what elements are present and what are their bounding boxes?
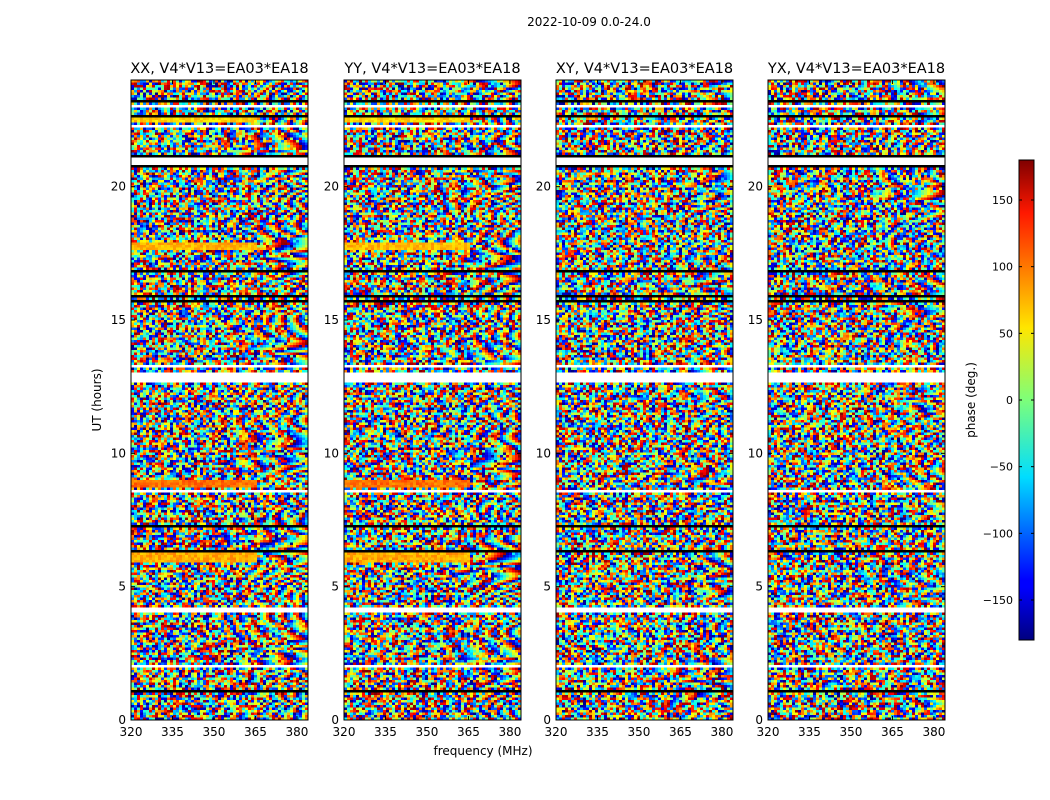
x-tick-label: 335 <box>586 725 609 739</box>
colorbar-tick-label: −50 <box>990 461 1013 474</box>
y-tick-label: 10 <box>536 446 551 460</box>
panel-title: XY, V4*V13=EA03*EA18 <box>556 61 733 77</box>
panel-yy: YY, V4*V13=EA03*EA18 320 335 350 365 380 0 5 10 1… <box>324 61 522 739</box>
colorbar-tick-label: 150 <box>992 194 1013 207</box>
colorbar-ticks: 150 100 50 0 −50 −100 −150 <box>983 194 1034 607</box>
y-tick-label: 0 <box>331 713 339 727</box>
x-tick-label: 320 <box>120 725 143 739</box>
colorbar-label: phase (deg.) <box>964 362 978 438</box>
x-tick-label: 335 <box>161 725 184 739</box>
phase-waterfall-image <box>344 80 521 720</box>
y-tick-label: 15 <box>324 313 339 327</box>
x-axis-label: frequency (MHz) <box>433 744 532 758</box>
panel-title: YX, V4*V13=EA03*EA18 <box>767 61 945 77</box>
y-tick-label: 0 <box>118 713 126 727</box>
colorbar-tick-label: 0 <box>1006 394 1013 407</box>
x-tick-label: 350 <box>203 725 226 739</box>
panel-title: YY, V4*V13=EA03*EA18 <box>343 61 520 77</box>
panel-frame <box>343 79 522 721</box>
x-tick-label: 350 <box>416 725 439 739</box>
panel-frame <box>767 79 946 721</box>
x-tick-label: 335 <box>798 725 821 739</box>
y-tick-label: 5 <box>118 580 126 594</box>
y-tick-label: 20 <box>111 180 126 194</box>
y-tick-label: 10 <box>111 446 126 460</box>
figure-suptitle: 2022-10-09 0.0-24.0 <box>527 15 651 29</box>
y-tick-label: 15 <box>111 313 126 327</box>
phase-waterfall-image <box>556 80 733 720</box>
x-tick-label: 350 <box>840 725 863 739</box>
x-tick-label: 320 <box>333 725 356 739</box>
phase-waterfall-image <box>131 80 308 720</box>
panel-title: XX, V4*V13=EA03*EA18 <box>130 61 308 77</box>
panel-yx: YX, V4*V13=EA03*EA18 320 335 350 365 380 0 5 10 1… <box>748 61 946 739</box>
x-tick-label: 380 <box>285 725 308 739</box>
panels: XX, V4*V13=EA03*EA18 320 335 350 365 380 0 5 10 1… <box>111 61 946 739</box>
panel-frame <box>555 79 734 721</box>
phase-waterfall-image <box>768 80 945 720</box>
y-tick-label: 0 <box>755 713 763 727</box>
y-tick-label: 20 <box>748 180 763 194</box>
colorbar-tick-label: −100 <box>983 527 1013 540</box>
colorbar-tick-label: −150 <box>983 594 1013 607</box>
y-tick-label: 15 <box>536 313 551 327</box>
x-tick-label: 365 <box>244 725 267 739</box>
x-tick-label: 320 <box>545 725 568 739</box>
y-tick-label: 15 <box>748 313 763 327</box>
x-tick-label: 365 <box>457 725 480 739</box>
y-tick-label: 20 <box>536 180 551 194</box>
y-tick-label: 5 <box>543 580 551 594</box>
y-tick-label: 10 <box>324 446 339 460</box>
y-axis-label: UT (hours) <box>90 368 104 431</box>
y-tick-label: 5 <box>331 580 339 594</box>
colorbar-tick-label: 50 <box>999 327 1013 340</box>
x-tick-label: 365 <box>669 725 692 739</box>
panel-frame <box>130 79 309 721</box>
colorbar: 150 100 50 0 −50 −100 −150 phase (deg.) <box>964 159 1035 641</box>
x-tick-label: 380 <box>710 725 733 739</box>
x-tick-label: 350 <box>628 725 651 739</box>
panel-xx: XX, V4*V13=EA03*EA18 320 335 350 365 380 0 5 10 1… <box>111 61 309 739</box>
y-tick-label: 0 <box>543 713 551 727</box>
y-tick-label: 10 <box>748 446 763 460</box>
x-tick-label: 365 <box>881 725 904 739</box>
x-tick-label: 380 <box>922 725 945 739</box>
x-tick-label: 320 <box>757 725 780 739</box>
y-tick-label: 5 <box>755 580 763 594</box>
panel-xy: XY, V4*V13=EA03*EA18 320 335 350 365 380 0 5 10 1… <box>536 61 734 739</box>
colorbar-tick-label: 100 <box>992 261 1013 274</box>
y-tick-label: 20 <box>324 180 339 194</box>
x-tick-label: 380 <box>498 725 521 739</box>
x-tick-label: 335 <box>374 725 397 739</box>
